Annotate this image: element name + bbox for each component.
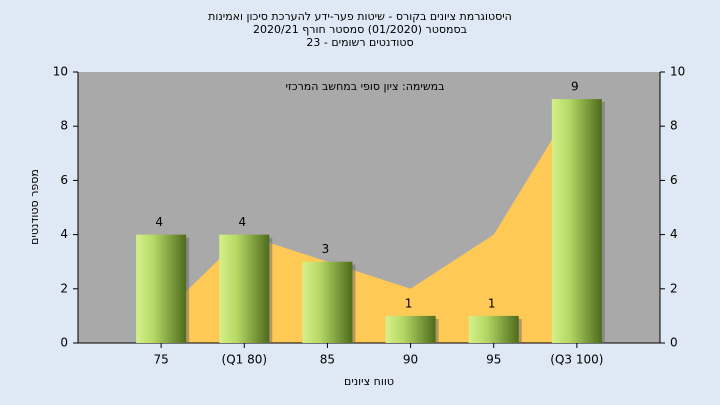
y-tick-label: 6 [60,173,68,187]
y-tick-label: 2 [60,281,68,295]
y2-tick-label: 8 [670,119,678,133]
data-label: 4 [238,215,246,229]
y2-tick-label: 6 [670,173,678,187]
chart-subtitle: בסמסטר (01/2020) סמסטר חורף 2020/21 [253,23,467,36]
y-axis-label: מספר סטודנטים [28,169,41,245]
data-label: 3 [322,242,330,256]
bar [302,261,353,343]
data-label: 4 [155,215,163,229]
data-label: 9 [571,80,579,94]
x-tick-label: 75 [154,353,169,367]
x-tick-label: 95 [486,353,501,367]
bar [551,99,602,343]
y-tick-label: 10 [53,65,68,79]
bar [385,315,436,343]
x-tick-label: (Q3 100) [550,353,603,367]
annotation: במשימה: ציון סופי במחשב המרכזי [285,80,444,93]
y2-tick-label: 0 [670,336,678,350]
y2-tick-label: 2 [670,281,678,295]
data-label: 1 [488,296,496,310]
y2-tick-label: 4 [670,227,678,241]
x-tick-label: (Q1 80) [222,353,268,367]
y2-tick-label: 10 [670,65,685,79]
y-tick-label: 4 [60,227,68,241]
x-axis-label: טווח ציונים [344,375,394,388]
x-tick-label: 90 [403,353,418,367]
bar [219,234,270,343]
chart-title: היסטוגרמת ציונים בקורס - שיטות פער-ידע ל… [208,10,512,23]
y-tick-label: 8 [60,119,68,133]
y-tick-label: 0 [60,336,68,350]
chart-subtitle: סטודנטים רשומים - 23 [306,36,413,49]
data-label: 1 [405,296,413,310]
bar [468,315,519,343]
bar [136,234,187,343]
x-tick-label: 85 [320,353,335,367]
